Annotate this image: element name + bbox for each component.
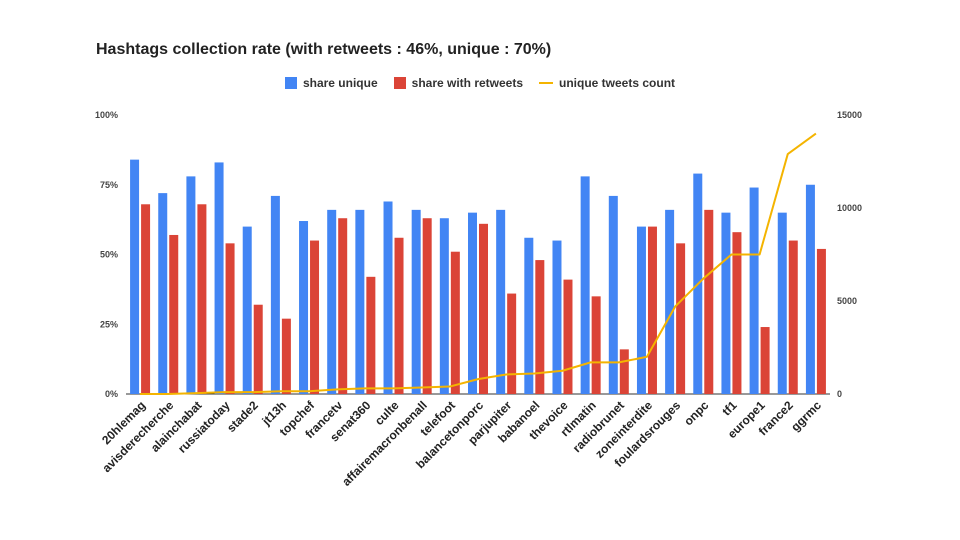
x-category-label: ggrmc xyxy=(788,398,824,434)
bar-share-with-retweets xyxy=(394,237,404,394)
bar-share-with-retweets xyxy=(225,243,235,394)
bar-share-unique xyxy=(158,193,168,394)
bar-share-unique xyxy=(636,226,646,394)
bar-share-with-retweets xyxy=(253,304,263,394)
bar-share-unique xyxy=(524,237,534,394)
bar-share-unique xyxy=(439,218,449,394)
bar-share-unique xyxy=(299,221,309,394)
bar-share-unique xyxy=(242,226,252,394)
bar-share-unique xyxy=(130,159,140,394)
bar-share-unique xyxy=(355,209,365,394)
y-right-tick-label: 15000 xyxy=(837,110,862,120)
legend-label-share-with-retweets: share with retweets xyxy=(411,76,524,90)
bar-share-with-retweets xyxy=(338,218,348,394)
bar-share-unique xyxy=(270,195,280,394)
bar-share-unique xyxy=(608,195,618,394)
bar-share-with-retweets xyxy=(591,296,601,394)
bar-share-unique xyxy=(186,176,196,394)
bar-share-with-retweets xyxy=(197,204,207,394)
bar-share-unique xyxy=(665,209,675,394)
bar-share-unique xyxy=(327,209,337,394)
y-left-tick-label: 50% xyxy=(100,250,118,260)
bar-share-unique xyxy=(214,162,224,394)
bar-share-with-retweets xyxy=(535,260,545,394)
bar-share-with-retweets xyxy=(310,240,320,394)
legend-item-share-unique: share unique xyxy=(284,76,378,90)
y-left-tick-label: 75% xyxy=(100,180,118,190)
legend-swatch-share-with-retweets xyxy=(393,77,406,89)
legend: share unique share with retweets unique … xyxy=(0,76,960,90)
bar-share-with-retweets xyxy=(507,293,517,394)
bar-share-with-retweets xyxy=(281,318,291,394)
bar-share-unique xyxy=(721,212,731,394)
y-right-tick-label: 5000 xyxy=(837,296,857,306)
legend-swatch-unique-tweets-count xyxy=(539,82,554,84)
bar-share-with-retweets xyxy=(788,240,798,394)
y-right-tick-label: 0 xyxy=(837,389,842,399)
bar-share-unique xyxy=(383,201,393,394)
y-left-tick-label: 25% xyxy=(100,319,118,329)
x-category-label: tf1 xyxy=(719,398,740,419)
bar-share-with-retweets xyxy=(647,226,657,394)
bar-share-unique xyxy=(468,212,477,394)
x-category-label: onpc xyxy=(681,398,711,428)
bar-share-with-retweets xyxy=(422,218,432,394)
bar-share-with-retweets xyxy=(676,243,686,394)
y-left-tick-label: 100% xyxy=(95,110,118,120)
bar-share-with-retweets xyxy=(366,276,376,394)
x-category-label: stade2 xyxy=(224,398,261,435)
legend-item-unique-tweets-count: unique tweets count xyxy=(539,76,675,90)
y-left-tick-label: 0% xyxy=(105,389,118,399)
legend-item-share-with-retweets: share with retweets xyxy=(393,76,524,90)
bar-share-unique xyxy=(496,209,506,394)
legend-label-share-unique: share unique xyxy=(302,76,378,90)
bar-share-with-retweets xyxy=(479,223,488,394)
bar-share-unique xyxy=(777,212,787,394)
bar-share-unique xyxy=(552,240,562,394)
chart-title: Hashtags collection rate (with retweets … xyxy=(96,41,552,58)
bar-share-with-retweets xyxy=(563,279,573,394)
bar-share-with-retweets xyxy=(619,349,629,394)
bar-share-unique xyxy=(580,176,590,394)
line-unique-tweets-count xyxy=(140,132,817,395)
bar-share-with-retweets xyxy=(141,204,151,394)
bar-share-with-retweets xyxy=(732,232,742,394)
bar-share-unique xyxy=(749,187,759,394)
legend-label-unique-tweets-count: unique tweets count xyxy=(559,76,676,90)
bar-share-with-retweets xyxy=(450,251,460,394)
bar-share-with-retweets xyxy=(704,209,714,394)
bar-share-with-retweets xyxy=(760,327,770,394)
legend-swatch-share-unique xyxy=(284,77,297,89)
bar-share-unique xyxy=(411,209,421,394)
y-right-tick-label: 10000 xyxy=(837,203,862,213)
bar-share-with-retweets xyxy=(816,248,826,394)
bar-share-with-retweets xyxy=(169,234,179,394)
bar-share-unique xyxy=(805,184,815,394)
